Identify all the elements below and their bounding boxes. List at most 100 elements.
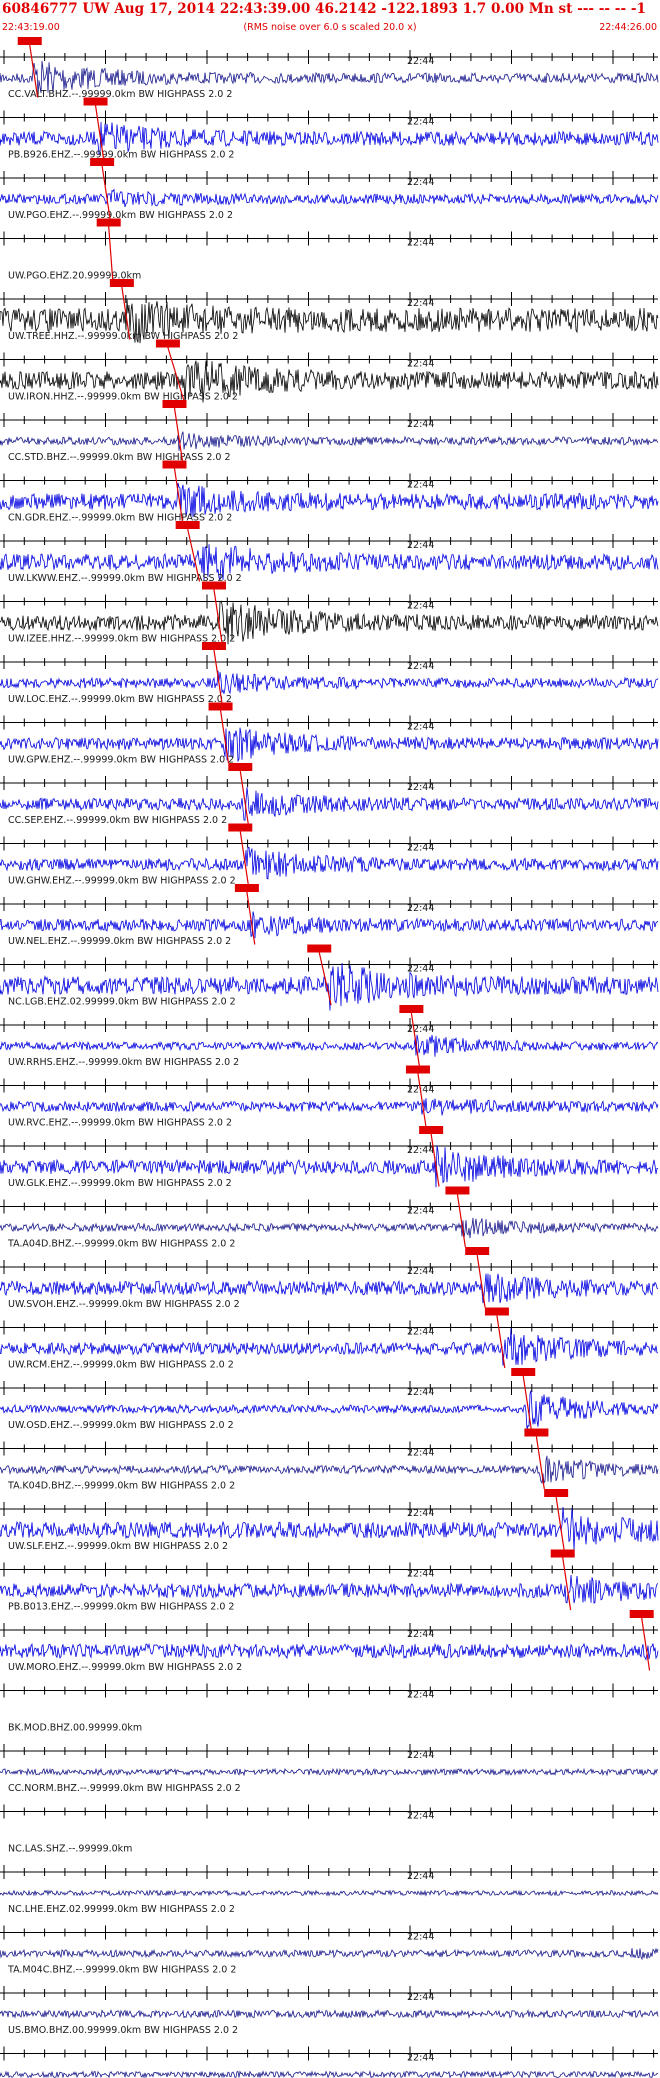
- time-ticks: [3, 1925, 655, 1940]
- waveform: [0, 1767, 659, 1777]
- waveform: [0, 1506, 659, 1551]
- waveform: [0, 1642, 659, 1661]
- pick-line: [173, 468, 183, 522]
- pick-marker: [445, 1186, 470, 1195]
- pick-line: [535, 1436, 545, 1490]
- start-time-label: 22:43:19.00: [2, 22, 60, 33]
- waveform: [0, 911, 659, 939]
- trace-label: TA.M04C.BHZ.--.99999.0km BW HIGHPASS 2.0…: [7, 1965, 236, 1976]
- waveform: [0, 727, 659, 763]
- time-ticks: [3, 1865, 655, 1879]
- pick-line: [476, 1254, 486, 1308]
- time-ticks: [3, 1381, 655, 1395]
- trace-label: UW.SVOH.EHZ.--.99999.0km BW HIGHPASS 2.0…: [8, 1299, 240, 1310]
- pick-marker: [201, 581, 226, 590]
- minute-mark-label: 22:44: [407, 1992, 434, 2003]
- time-ticks: [3, 1623, 655, 1637]
- time-ticks: [3, 1199, 655, 1214]
- time-ticks: [3, 231, 655, 246]
- pick-marker: [90, 158, 115, 166]
- time-ticks: [3, 655, 655, 669]
- pick-line: [108, 226, 114, 280]
- pick-marker: [228, 823, 253, 832]
- pick-line: [173, 407, 183, 461]
- pick-marker: [175, 521, 200, 529]
- trace-label: NC.LGB.EHZ.02.99999.0km BW HIGHPASS 2.0 …: [8, 997, 236, 1008]
- end-time-label: 22:44:26.00: [599, 22, 657, 33]
- waveform: [0, 846, 659, 880]
- trace-label: NC.LAS.SHZ.--.99999.0km: [8, 1844, 132, 1855]
- pick-line: [496, 1315, 506, 1369]
- minute-mark-label: 22:44: [407, 1932, 434, 1943]
- minute-mark-label: 22:44: [407, 1629, 434, 1640]
- waveform: [0, 298, 659, 344]
- time-ticks: [3, 413, 655, 427]
- trace-label: CN.GDR.EHZ.--.99999.0km BW HIGHPASS 2.0 …: [8, 513, 232, 524]
- pick-marker: [465, 1247, 490, 1255]
- waveform: [0, 1574, 659, 1604]
- minute-mark-label: 22:44: [407, 843, 434, 854]
- minute-mark-label: 22:44: [407, 2053, 434, 2064]
- trace-label: UW.LOC.EHZ.--.99999.0km BW HIGHPASS 2.0 …: [8, 694, 232, 705]
- pick-line: [555, 1496, 565, 1550]
- waveform: [0, 2009, 659, 2019]
- time-ticks: [3, 171, 655, 185]
- trace-label: TA.K04D.BHZ.--.99999.0km BW HIGHPASS 2.0…: [7, 1481, 235, 1492]
- minute-mark-label: 22:44: [407, 1387, 434, 1398]
- pick-marker: [208, 702, 233, 711]
- waveform: [0, 1328, 659, 1366]
- trace-label: PB.B926.EHZ.--.99999.0km BW HIGHPASS 2.0…: [8, 150, 234, 161]
- time-ticks: [3, 292, 655, 306]
- pick-line: [456, 1194, 466, 1248]
- pick-line: [641, 1617, 651, 1671]
- time-ticks: [3, 897, 655, 911]
- trace-label: UW.GPW.EHZ.--.99999.0km BW HIGHPASS 2.0 …: [8, 755, 234, 766]
- pick-marker: [629, 1610, 654, 1618]
- pick-line: [410, 1012, 420, 1066]
- minute-mark-label: 22:44: [407, 540, 434, 551]
- pick-marker: [511, 1368, 536, 1376]
- time-ticks: [3, 1804, 655, 1819]
- pick-marker: [201, 642, 226, 650]
- trace-label: BK.MOD.BHZ.00.99999.0km: [8, 1723, 142, 1734]
- minute-mark-label: 22:44: [407, 419, 434, 430]
- pick-marker: [307, 944, 332, 953]
- minute-mark-label: 22:44: [407, 1508, 434, 1519]
- minute-mark-label: 22:44: [407, 1024, 434, 1035]
- pick-marker: [228, 763, 253, 771]
- time-ticks: [3, 110, 655, 125]
- pick-line: [213, 649, 223, 703]
- pick-line: [187, 528, 201, 582]
- time-ticks: [3, 1078, 655, 1093]
- time-ticks: [3, 1441, 655, 1456]
- minute-mark-label: 22:44: [407, 177, 434, 188]
- pick-marker: [399, 1005, 424, 1013]
- pick-marker: [544, 1489, 569, 1497]
- waveform: [0, 482, 659, 518]
- pick-marker: [405, 1065, 430, 1074]
- waveform: [0, 1217, 659, 1239]
- trace-label: UW.SLF.EHZ.--.99999.0km BW HIGHPASS 2.0 …: [8, 1541, 228, 1552]
- pick-marker: [484, 1307, 509, 1316]
- pick-line: [239, 831, 249, 885]
- waveform: [0, 1390, 659, 1430]
- minute-mark-label: 22:44: [407, 298, 434, 309]
- pick-line: [430, 1133, 440, 1187]
- minute-mark-label: 22:44: [407, 1569, 434, 1580]
- minute-mark-label: 22:44: [407, 903, 434, 914]
- waveform: [0, 600, 659, 645]
- time-ticks: [3, 836, 655, 851]
- time-ticks: [3, 1139, 655, 1153]
- minute-mark-label: 22:44: [407, 722, 434, 733]
- trace-label: UW.RCM.EHZ.--.99999.0km BW HIGHPASS 2.0 …: [8, 1360, 234, 1371]
- waveform: [0, 1098, 659, 1116]
- time-ticks: [3, 1260, 655, 1274]
- waveform: [0, 1273, 659, 1304]
- waveform: [0, 544, 659, 581]
- trace-label: UW.NEL.EHZ.--.99999.0km BW HIGHPASS 2.0 …: [8, 936, 231, 947]
- trace-label: UW.RVC.EHZ.--.99999.0km BW HIGHPASS 2.0 …: [8, 1118, 232, 1129]
- time-ticks: [3, 957, 655, 972]
- pick-line: [239, 770, 249, 824]
- pick-marker: [109, 279, 134, 287]
